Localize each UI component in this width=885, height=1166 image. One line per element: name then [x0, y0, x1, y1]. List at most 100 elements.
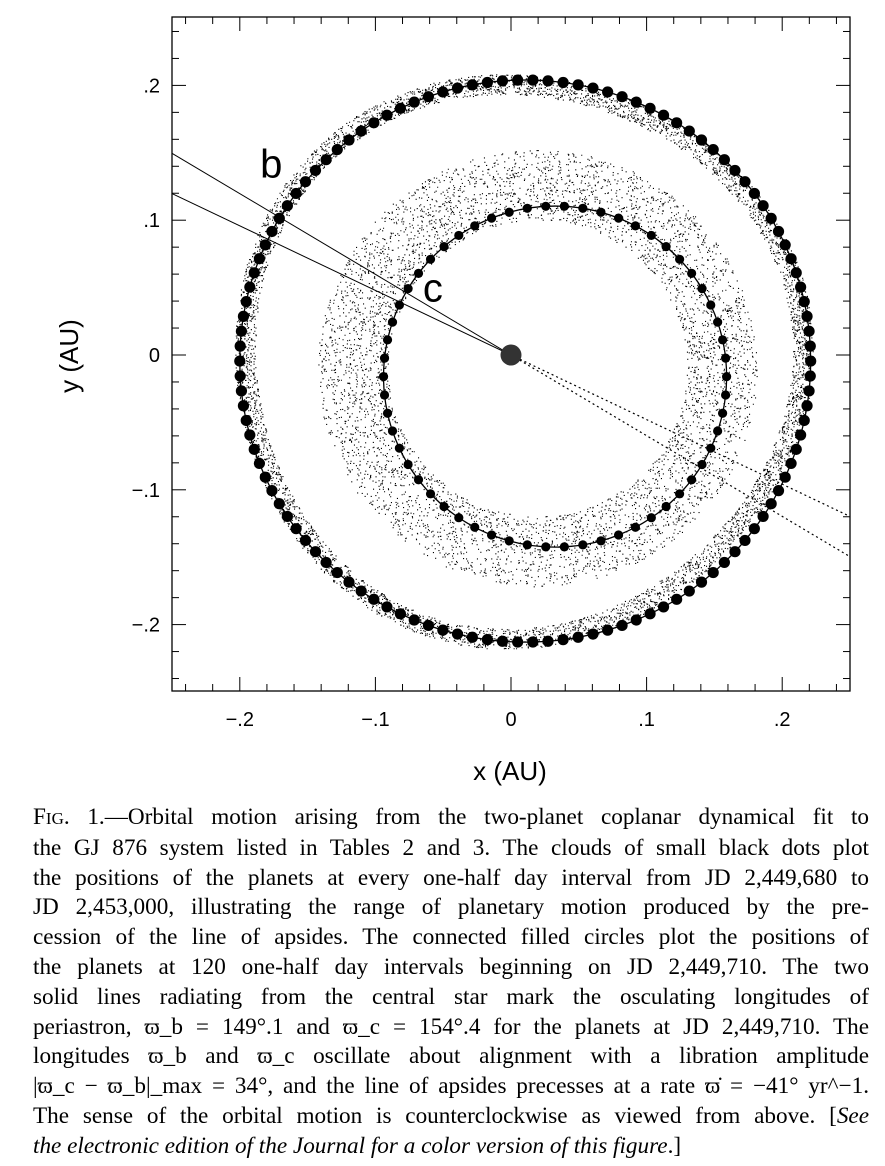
position-dot-c	[504, 207, 514, 217]
position-dot-b	[355, 125, 367, 137]
position-dot-c	[439, 242, 449, 252]
position-dot-b	[616, 91, 628, 103]
position-dot-c	[378, 371, 389, 382]
position-dot-c	[720, 353, 731, 363]
position-dot-c	[722, 371, 732, 382]
position-dot-b	[355, 585, 367, 597]
caption-italic: See	[836, 1102, 869, 1129]
apsides-line-b	[510, 354, 851, 558]
position-dot-c	[706, 300, 716, 310]
planet-label-c: c	[423, 267, 443, 311]
position-dot-b	[587, 82, 599, 94]
position-dot-c	[559, 542, 569, 552]
position-dot-b	[801, 310, 813, 322]
position-dot-b	[240, 296, 252, 308]
position-dot-c	[454, 230, 464, 241]
position-dot-c	[425, 254, 436, 264]
position-dot-b	[785, 253, 797, 265]
position-dot-b	[481, 76, 493, 89]
position-dot-c	[687, 475, 697, 485]
position-dot-c	[504, 536, 514, 546]
position-dot-b	[368, 117, 380, 129]
position-dot-b	[259, 471, 271, 483]
position-dot-b	[542, 75, 554, 87]
position-dot-b	[331, 143, 343, 156]
position-dot-b	[235, 385, 248, 397]
position-dot-b	[805, 355, 817, 367]
position-dot-b	[320, 154, 332, 166]
position-dot-b	[707, 143, 719, 156]
position-dot-b	[527, 74, 539, 86]
position-dot-b	[237, 400, 250, 412]
position-dot-c	[713, 426, 723, 436]
axis-ticks	[172, 17, 850, 691]
y-tick-label: 0	[149, 345, 160, 367]
position-dot-b	[253, 253, 265, 265]
position-dot-b	[557, 76, 569, 89]
position-dot-b	[281, 200, 293, 212]
caption-line: cession of the line of apsides. The conn…	[33, 924, 869, 951]
position-dot-c	[717, 335, 728, 345]
position-dot-c	[413, 475, 424, 485]
position-dot-b	[790, 267, 802, 279]
caption-line: solid lines radiating from the central s…	[33, 983, 869, 1010]
caption-line: FIG. 1.—Orbital motion arising from the …	[33, 803, 869, 834]
position-dot-b	[234, 370, 246, 382]
position-dot-b	[729, 164, 741, 177]
position-dot-b	[671, 593, 683, 605]
position-dot-c	[486, 530, 497, 540]
orbit-figure: −.2 −.1 0 .1 .2 .2 .1 0 −.1 −.2 b c x (AU) y (AU)	[54, 16, 851, 786]
position-dot-c	[559, 201, 569, 211]
position-dot-b	[235, 325, 248, 337]
caption-line: the positions of the planets at every on…	[33, 864, 869, 891]
position-dot-b	[671, 117, 683, 129]
position-dot-b	[801, 400, 813, 412]
caption-line: The sense of the orbital motion is count…	[33, 1102, 869, 1132]
position-dot-c	[522, 203, 532, 213]
position-dot-c	[382, 335, 393, 345]
position-dot-b	[248, 443, 260, 455]
caption-line: the electronic edition of the Journal fo…	[33, 1132, 869, 1162]
position-dot-c	[687, 268, 697, 278]
position-dot-b	[281, 510, 293, 523]
position-dot-b	[496, 635, 509, 647]
caption-line: |ϖ_c − ϖ_b|_max = 34°, and the line of a…	[33, 1073, 869, 1100]
position-dot-b	[266, 485, 278, 497]
x-tick-label: .1	[638, 709, 655, 731]
y-axis-label: y (AU)	[54, 319, 84, 393]
position-dot-c	[596, 207, 606, 217]
position-dot-c	[382, 408, 393, 418]
position-dot-c	[394, 443, 404, 453]
position-dot-c	[717, 408, 728, 418]
position-dot-b	[244, 429, 256, 441]
position-dot-b	[616, 619, 628, 632]
caption-line: JD 2,453,000, illustrating the range of …	[33, 894, 869, 921]
position-dot-b	[512, 74, 524, 86]
y-tick-label: −.1	[132, 480, 160, 502]
caption-line: longitudes ϖ_b and ϖ_c oscillate about a…	[33, 1043, 869, 1070]
position-dot-b	[343, 576, 355, 588]
position-dot-b	[381, 601, 393, 613]
position-dot-b	[718, 154, 730, 166]
position-dot-b	[253, 457, 265, 470]
position-dot-b	[309, 546, 322, 558]
position-dot-b	[527, 636, 539, 648]
planet-label-b: b	[260, 143, 282, 187]
position-dot-c	[413, 268, 424, 278]
position-dot-b	[804, 340, 816, 352]
position-dot-c	[541, 542, 551, 552]
figure-caption: FIG. 1.—Orbital motion arising from the …	[33, 803, 869, 1162]
caption-line: the planets at 120 one-half day interval…	[33, 953, 869, 980]
position-dot-b	[779, 239, 791, 251]
planet-orbits	[234, 74, 817, 648]
position-dot-b	[259, 239, 271, 251]
position-dot-b	[234, 340, 246, 352]
position-dot-b	[368, 593, 380, 605]
position-dot-b	[695, 134, 708, 146]
position-dot-c	[541, 201, 551, 211]
position-dot-c	[661, 501, 671, 512]
fig-prefix: F	[33, 804, 46, 830]
position-dot-b	[748, 523, 760, 535]
position-dot-b	[481, 634, 493, 646]
position-dot-b	[757, 200, 769, 212]
